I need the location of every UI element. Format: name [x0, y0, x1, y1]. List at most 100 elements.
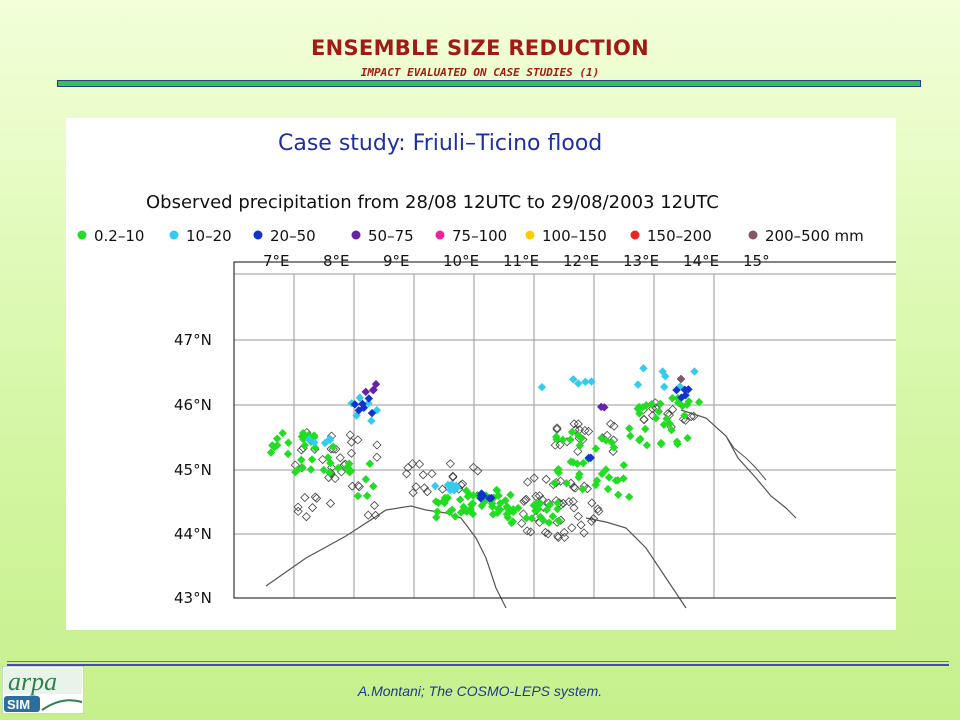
legend-swatch	[630, 230, 640, 240]
station-marker	[479, 491, 488, 500]
station-marker	[508, 505, 518, 514]
map-frame	[233, 261, 896, 599]
station-marker	[304, 435, 314, 444]
station-marker	[619, 474, 628, 483]
station-marker-dry	[608, 446, 618, 457]
legend-swatch	[351, 230, 361, 240]
coastline-croatia	[725, 435, 767, 481]
station-marker	[300, 441, 310, 450]
station-marker-dry	[346, 437, 357, 447]
station-marker	[554, 516, 564, 526]
station-marker	[485, 494, 494, 503]
station-marker	[368, 385, 378, 395]
station-marker-dry	[401, 469, 412, 479]
longitude-label: 14°E	[683, 252, 719, 270]
figure-subheading: Observed precipitation from 28/08 12UTC …	[146, 192, 719, 213]
station-marker	[625, 424, 634, 433]
station-marker	[591, 444, 601, 453]
station-marker	[613, 490, 623, 500]
station-marker-dry	[519, 496, 529, 506]
station-marker	[439, 497, 448, 506]
station-marker	[659, 382, 669, 392]
station-marker-dry	[579, 528, 589, 538]
station-marker-dry	[552, 423, 562, 433]
arpa-sim-logo: arpa SIM	[1, 665, 85, 715]
station-marker	[575, 469, 584, 479]
station-marker	[597, 469, 607, 479]
station-marker	[266, 448, 276, 457]
coastline-istria	[680, 409, 797, 519]
logo-text: arpa	[8, 667, 57, 696]
station-marker-dry	[686, 412, 696, 422]
longitude-label: 13°E	[623, 252, 659, 270]
station-marker	[694, 397, 704, 407]
station-marker	[672, 385, 681, 395]
station-marker	[463, 492, 473, 501]
station-marker	[683, 433, 692, 443]
station-marker	[672, 437, 682, 446]
station-marker-dry	[606, 419, 616, 429]
longitude-label: 7°E	[263, 252, 290, 270]
footer-divider-top	[7, 661, 949, 662]
station-marker-dry	[523, 477, 533, 487]
station-marker	[573, 431, 583, 440]
station-marker-dry	[553, 532, 563, 542]
station-marker-dry	[529, 473, 539, 483]
station-marker-dry	[569, 482, 579, 492]
station-marker-dry	[522, 526, 532, 536]
station-marker-dry	[689, 411, 699, 421]
station-marker-dry	[587, 516, 597, 526]
coastline-ligurian	[265, 505, 507, 609]
latitude-label: 44°N	[174, 525, 212, 543]
station-marker	[635, 409, 644, 418]
figure-heading: Case study: Friuli–Ticino flood	[278, 131, 602, 156]
station-marker	[284, 438, 293, 448]
coastline	[265, 409, 797, 609]
station-marker-dry	[534, 491, 544, 501]
station-marker-dry	[448, 472, 458, 482]
station-markers	[266, 364, 704, 542]
station-marker-dry	[573, 446, 583, 456]
station-marker-dry	[300, 492, 310, 503]
station-marker-dry	[543, 529, 553, 539]
station-marker-dry	[526, 527, 536, 537]
legend-label: 100–150	[542, 227, 607, 245]
station-marker	[581, 377, 590, 387]
latitude-label: 46°N	[174, 396, 212, 414]
station-marker	[450, 512, 460, 521]
station-marker-dry	[422, 487, 432, 497]
station-marker	[536, 512, 545, 522]
station-marker-dry	[584, 426, 594, 436]
station-marker-dry	[363, 510, 373, 520]
station-marker	[459, 502, 468, 512]
station-marker	[362, 491, 372, 501]
legend-label: 10–20	[186, 227, 232, 245]
station-marker	[445, 507, 454, 517]
station-marker	[533, 504, 543, 514]
title-divider	[57, 80, 921, 87]
legend-swatch	[169, 230, 179, 240]
station-marker	[492, 486, 502, 495]
station-marker	[566, 457, 576, 467]
station-marker-dry	[668, 404, 678, 415]
station-marker	[676, 374, 686, 384]
station-marker	[359, 403, 369, 413]
latitude-label: 43°N	[174, 589, 212, 607]
station-marker	[668, 393, 677, 403]
station-marker	[451, 481, 461, 491]
station-marker	[609, 443, 619, 452]
station-marker	[662, 414, 671, 423]
station-marker	[690, 367, 699, 376]
station-marker-dry	[609, 421, 619, 431]
station-marker	[455, 495, 465, 504]
station-marker-dry	[407, 459, 418, 469]
station-marker	[575, 441, 585, 450]
longitude-label: 12°E	[563, 252, 599, 270]
station-marker-dry	[353, 435, 363, 445]
station-marker	[364, 394, 374, 403]
footer-divider-bottom	[7, 664, 949, 666]
station-marker	[661, 371, 670, 381]
station-marker	[684, 397, 694, 406]
station-marker	[353, 491, 363, 501]
station-marker-dry	[588, 514, 599, 524]
